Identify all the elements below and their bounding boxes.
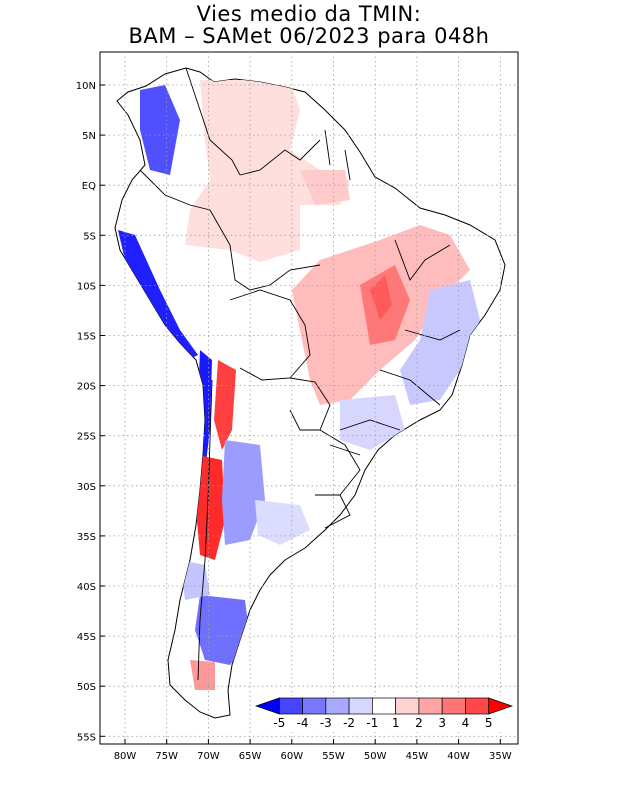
cool-region-east-brazil bbox=[400, 280, 480, 405]
border-brazil-states bbox=[329, 239, 461, 456]
colorbar-label: 5 bbox=[485, 716, 493, 730]
lon-tick-label: 70W bbox=[197, 751, 220, 762]
border-colombia-peru bbox=[139, 169, 231, 246]
colorbar: -5 -4 -3 -2 -1 1 2 3 4 5 bbox=[254, 696, 514, 732]
border-guianas bbox=[324, 129, 351, 181]
plot-frame bbox=[99, 51, 519, 745]
country-borders bbox=[139, 67, 461, 681]
bias-field-shading bbox=[118, 80, 480, 690]
lon-tick-label: 50W bbox=[364, 751, 387, 762]
cool-region-argentina bbox=[222, 440, 265, 545]
colorbar-label: -3 bbox=[320, 716, 332, 730]
colorbar-label: -1 bbox=[366, 716, 378, 730]
lon-tick-label: 45W bbox=[406, 751, 429, 762]
warm-region-north bbox=[185, 80, 350, 262]
colorbar-swatch bbox=[372, 697, 396, 715]
colorbar-swatch bbox=[348, 697, 373, 715]
longitude-axis: 80W 75W 70W 65W 60W 55W 50W 45W 40W 35W bbox=[114, 739, 512, 762]
border-venezuela-brazil bbox=[239, 139, 321, 176]
lon-tick-label: 65W bbox=[239, 751, 262, 762]
lon-tick-label: 40W bbox=[447, 751, 470, 762]
lon-tick-label: 35W bbox=[489, 751, 512, 762]
warm-strip-altiplano bbox=[214, 360, 236, 450]
colorbar-max-arrow bbox=[488, 697, 514, 715]
cool-region-patagonia bbox=[195, 595, 250, 665]
lat-tick-label: 55S bbox=[77, 732, 96, 743]
lat-tick-label: 25S bbox=[77, 432, 96, 443]
colorbar-swatch bbox=[395, 697, 420, 715]
border-colombia-venezuela bbox=[185, 67, 241, 176]
lat-tick-label: 10S bbox=[77, 281, 96, 292]
colorbar-label: 4 bbox=[462, 716, 470, 730]
map-title-line-1: Vies medio da TMIN: bbox=[196, 2, 422, 26]
colorbar-label: 2 bbox=[415, 716, 423, 730]
border-paraguay bbox=[289, 377, 331, 431]
strong-warm-andes-central bbox=[196, 455, 225, 560]
lat-tick-label: 15S bbox=[77, 332, 96, 343]
cold-band-colombia bbox=[140, 85, 180, 175]
latitude-axis: 10N 5N EQ 5S 10S 15S 20S 25S 30S 35S 40S 45S 50S 55S bbox=[76, 81, 105, 743]
cold-band-andes-north bbox=[118, 230, 198, 360]
colorbar-swatch bbox=[302, 697, 327, 715]
lat-tick-label: 30S bbox=[77, 482, 96, 493]
border-bolivia bbox=[229, 289, 311, 381]
colorbar-swatch bbox=[418, 697, 443, 715]
map-title-line-2: BAM – SAMet 06/2023 para 048h bbox=[128, 24, 490, 48]
colorbar-swatch bbox=[325, 697, 350, 715]
colorbar-swatch bbox=[441, 697, 466, 715]
lon-tick-label: 75W bbox=[155, 751, 178, 762]
lat-tick-label: 5S bbox=[83, 231, 96, 242]
colorbar-label: 3 bbox=[438, 716, 446, 730]
colorbar-label: -2 bbox=[343, 716, 355, 730]
border-uruguay bbox=[315, 494, 351, 529]
lat-tick-label: 20S bbox=[77, 382, 96, 393]
lat-tick-label: 35S bbox=[77, 532, 96, 543]
colorbar-label: -4 bbox=[297, 716, 309, 730]
border-chile-argentina bbox=[197, 379, 213, 681]
lat-tick-label: 45S bbox=[77, 632, 96, 643]
cool-region-southeast bbox=[340, 395, 405, 450]
border-argentina-brazil bbox=[319, 429, 361, 496]
lat-tick-label: 5N bbox=[82, 131, 96, 142]
colorbar-swatch bbox=[465, 697, 490, 715]
colorbar-label: -5 bbox=[273, 716, 285, 730]
border-peru-brazil bbox=[229, 244, 321, 291]
graticule bbox=[100, 52, 518, 744]
warm-region-guiana bbox=[300, 170, 350, 205]
lat-tick-label: 40S bbox=[77, 582, 96, 593]
lat-tick-label: 50S bbox=[77, 682, 96, 693]
lon-tick-label: 55W bbox=[322, 751, 345, 762]
light-cool-pampas bbox=[255, 500, 310, 545]
lat-tick-label: EQ bbox=[82, 181, 96, 192]
colorbar-label: 1 bbox=[392, 716, 400, 730]
lat-tick-label: 10N bbox=[76, 81, 96, 92]
lon-tick-label: 80W bbox=[114, 751, 137, 762]
colorbar-swatch bbox=[278, 697, 303, 715]
lon-tick-label: 60W bbox=[280, 751, 303, 762]
